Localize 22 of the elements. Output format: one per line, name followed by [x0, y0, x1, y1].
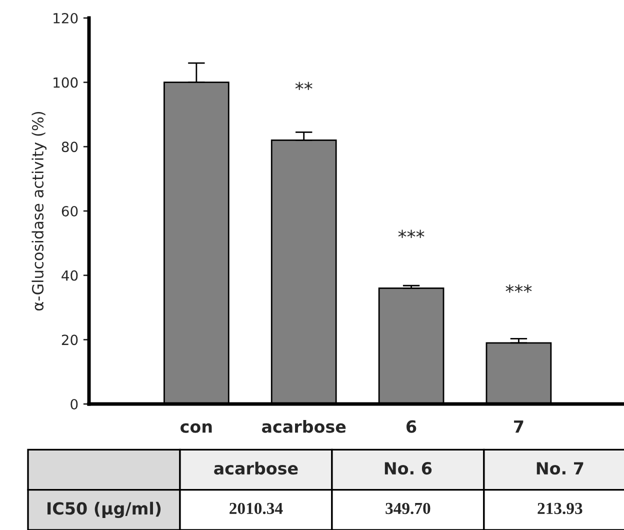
- annotation: ***: [506, 284, 532, 293]
- y-tick-label: 40: [62, 270, 78, 281]
- y-tick-label: 60: [62, 206, 78, 216]
- x-tick-label: 6: [406, 420, 416, 433]
- y-tick-label: 0: [70, 398, 78, 410]
- x-tick-label: con: [180, 423, 212, 433]
- y-tick-label: 120: [54, 12, 78, 24]
- text: 2010.34: [230, 502, 283, 514]
- x-tick-label: 7: [514, 420, 524, 433]
- text: 213.93: [538, 502, 582, 514]
- annotation: ***: [398, 230, 424, 238]
- annotation: **: [295, 82, 312, 90]
- text: No. 7: [536, 462, 584, 475]
- text: No. 6: [384, 462, 432, 475]
- text: 349.70: [386, 502, 430, 514]
- text: IC50 (μg/ml): [48, 502, 161, 518]
- y-axis-title: α-Glucosidase activity (%): [32, 112, 47, 311]
- y-tick-label: 20: [62, 334, 78, 346]
- x-tick-label: acarbose: [262, 420, 346, 433]
- y-tick-label: 80: [62, 142, 78, 152]
- y-tick-label: 100: [54, 77, 78, 88]
- text: acarbose: [214, 462, 298, 475]
